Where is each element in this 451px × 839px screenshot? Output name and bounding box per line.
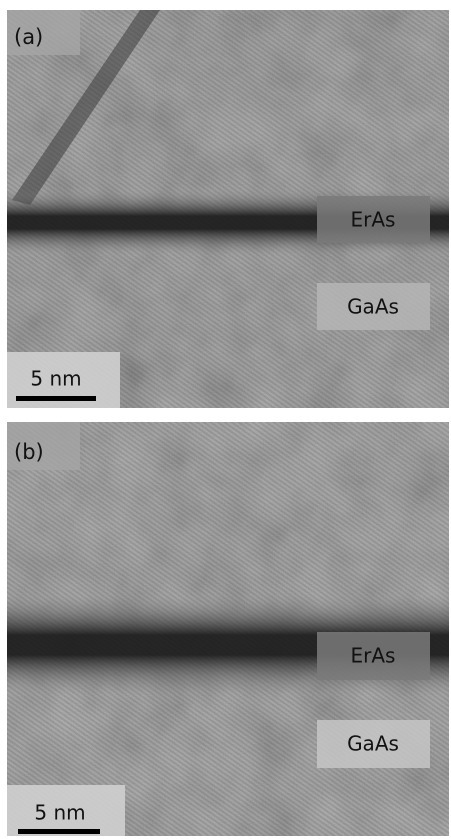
scale-bar	[18, 829, 100, 834]
panel-a: (a) ErAs GaAs 5 nm	[7, 10, 449, 408]
scale-label: 5 nm	[34, 801, 85, 825]
layer-label: GaAs	[347, 295, 399, 319]
layer-label: ErAs	[351, 644, 396, 668]
scale-label: 5 nm	[30, 367, 81, 391]
panel-label: (b)	[14, 440, 44, 464]
layer-label: ErAs	[351, 208, 396, 232]
panel-label: (a)	[14, 25, 43, 49]
page: (a) ErAs GaAs 5 nm (b) ErAs GaAs 5 nm ((…	[0, 0, 451, 839]
scale-bar	[16, 396, 96, 401]
layer-label: GaAs	[347, 732, 399, 756]
figure: (a) ErAs GaAs 5 nm (b) ErAs GaAs 5 nm	[0, 0, 451, 839]
panel-b: (b) ErAs GaAs 5 nm	[7, 422, 449, 836]
